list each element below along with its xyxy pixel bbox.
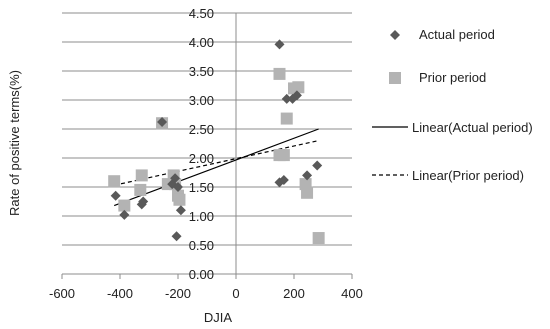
legend-label-linear-actual: Linear(Actual period) <box>412 120 533 135</box>
legend-item-linear-prior: Linear(Prior period) <box>372 168 524 183</box>
legend-item-actual-period: Actual period <box>390 27 495 42</box>
actual-period-point <box>281 93 292 104</box>
prior-period-point <box>134 183 147 196</box>
actual-period-point <box>291 90 302 101</box>
y-tick-label: 1.00 <box>189 209 214 224</box>
y-tick-label: 4.50 <box>189 6 214 21</box>
prior-period-point <box>135 169 148 182</box>
prior-period-point <box>277 149 290 162</box>
tick-labels: 0.00 0.50 1.00 1.50 2.00 2.50 3.00 3.50 4.00 4.50… <box>49 6 363 301</box>
axes <box>61 12 353 279</box>
prior-period-point <box>108 175 121 188</box>
prior-period-point <box>292 81 305 94</box>
prior-period-point <box>312 232 325 245</box>
legend-label-prior-period: Prior period <box>419 70 486 85</box>
prior-period-point <box>273 67 286 80</box>
y-tick-label: 1.50 <box>189 180 214 195</box>
actual-period-point <box>173 182 183 192</box>
actual-period-point <box>278 175 289 186</box>
prior-period-point <box>118 199 131 212</box>
x-tick-label: -400 <box>107 286 133 301</box>
y-tick-label: 3.00 <box>189 93 214 108</box>
legend-label-actual-period: Actual period <box>419 27 495 42</box>
actual-period-point <box>170 173 181 184</box>
y-tick-label: 0.00 <box>189 267 214 282</box>
data-points <box>108 39 325 245</box>
legend-diamond-marker <box>390 30 400 40</box>
actual-period-point <box>157 117 168 128</box>
y-axis-title: Rate of positive terms(%) <box>7 70 22 216</box>
trendlines <box>113 128 319 207</box>
actual-period-point <box>312 160 323 171</box>
x-tick-label: 200 <box>283 286 305 301</box>
legend-item-prior-period: Prior period <box>389 70 486 85</box>
actual-period-point <box>274 39 285 50</box>
actual-period-point <box>175 205 186 216</box>
actual-period-point <box>302 170 313 181</box>
y-tick-label: 0.50 <box>189 238 214 253</box>
actual-period-point <box>119 209 130 220</box>
actual-period-point <box>110 190 121 201</box>
legend: Actual period Prior period Linear(Actual… <box>372 27 533 183</box>
x-tick-label: 400 <box>341 286 363 301</box>
legend-item-linear-actual: Linear(Actual period) <box>372 120 533 135</box>
y-tick-label: 3.50 <box>189 64 214 79</box>
prior-period-point <box>280 112 293 125</box>
x-tick-label: 0 <box>232 286 239 301</box>
prior-period-point <box>173 193 186 206</box>
actual-period-point <box>171 231 182 242</box>
y-tick-label: 2.00 <box>189 151 214 166</box>
y-tick-label: 2.50 <box>189 122 214 137</box>
x-axis-title: DJIA <box>204 310 233 325</box>
x-tick-label: -600 <box>49 286 75 301</box>
prior-period-point <box>301 186 314 199</box>
y-tick-label: 4.00 <box>189 35 214 50</box>
legend-label-linear-prior: Linear(Prior period) <box>412 168 524 183</box>
trendline-actual-period <box>113 128 319 207</box>
actual-period-point <box>138 196 149 207</box>
x-tick-label: -200 <box>165 286 191 301</box>
legend-square-marker <box>389 72 401 84</box>
